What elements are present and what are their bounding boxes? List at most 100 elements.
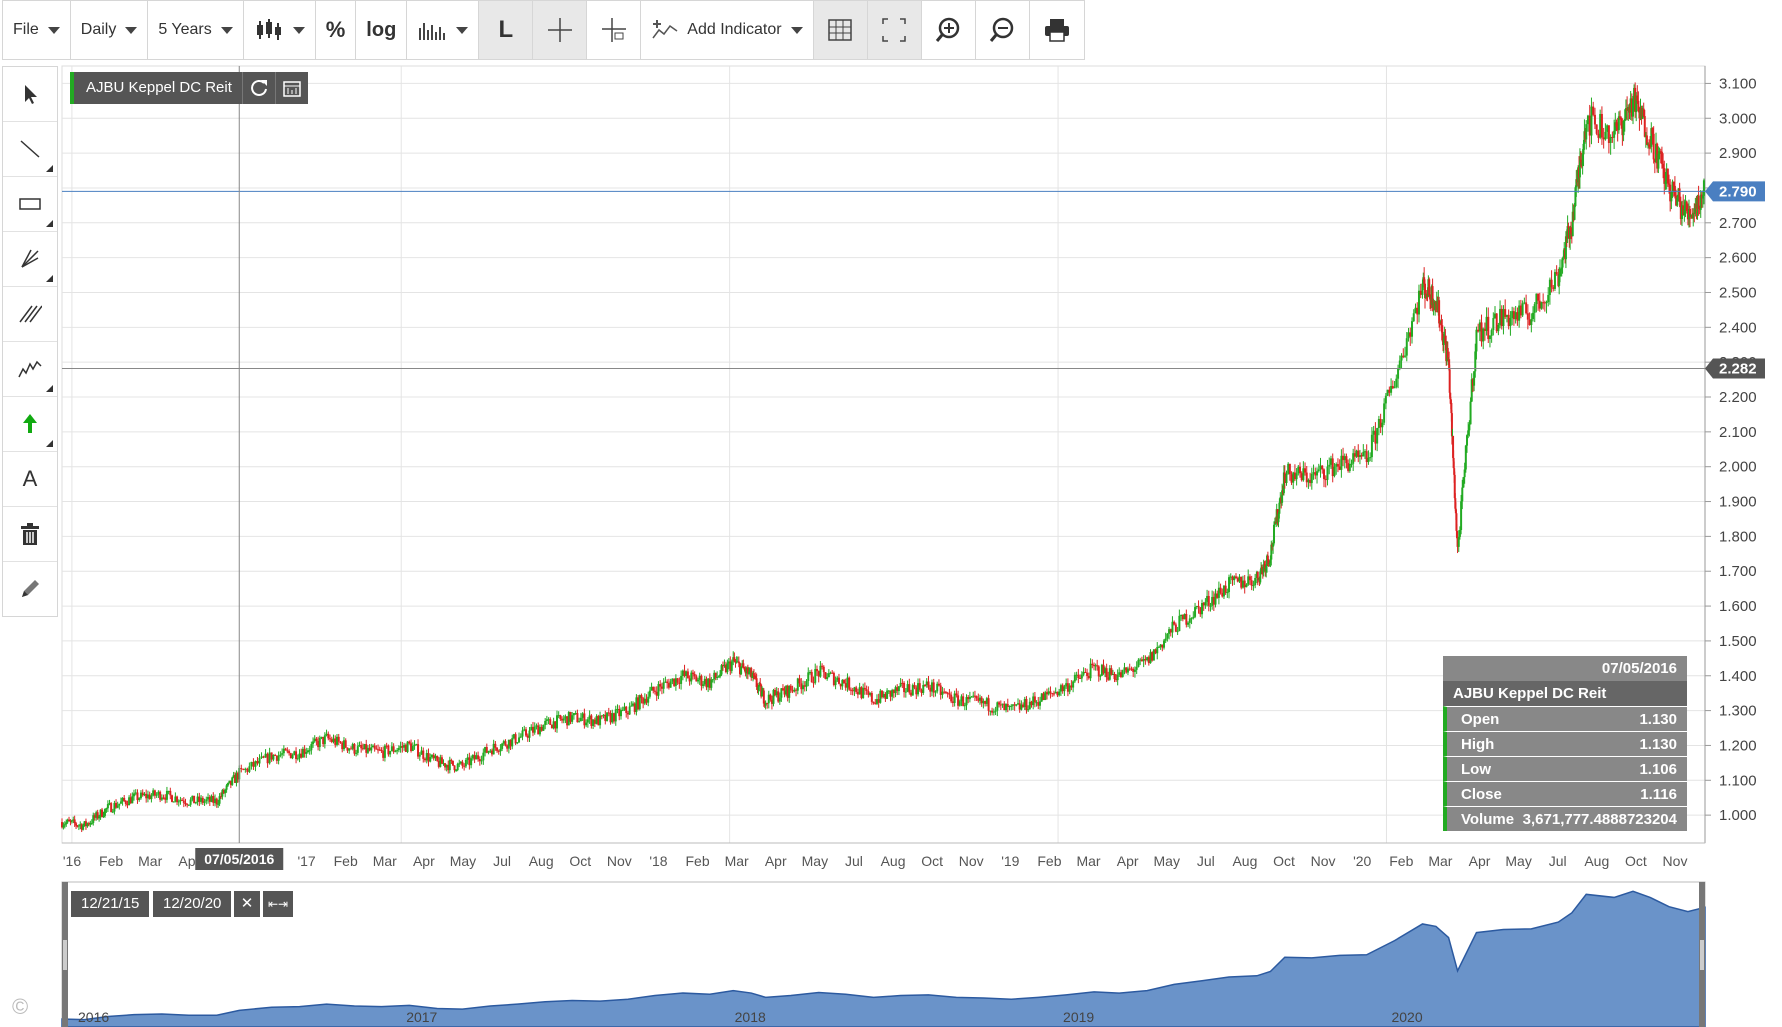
- grid-toggle-button[interactable]: [813, 1, 868, 59]
- candle-body: [550, 724, 553, 729]
- pattern-tool[interactable]: [3, 342, 57, 397]
- candle-body: [1548, 279, 1551, 296]
- candle-body: [941, 691, 944, 695]
- candle-body: [903, 682, 906, 693]
- candle-body: [236, 773, 239, 780]
- candle-body: [667, 683, 670, 688]
- candle-body: [396, 750, 399, 752]
- trendline-tool[interactable]: [3, 122, 57, 177]
- candle-body: [98, 816, 101, 819]
- info-label: Open: [1461, 711, 1500, 728]
- interval-dropdown[interactable]: Daily: [71, 1, 149, 59]
- candle-body: [295, 751, 298, 759]
- volume-dropdown[interactable]: [407, 1, 480, 59]
- candle-body: [1305, 472, 1308, 483]
- candle-body: [1448, 369, 1451, 393]
- zoom-out-button[interactable]: [976, 1, 1030, 59]
- candle-body: [1277, 513, 1280, 523]
- candle-body: [1434, 301, 1437, 310]
- x-tick-label: Jul: [1197, 853, 1215, 869]
- info-series-name: AJBU Keppel DC Reit: [1443, 681, 1687, 706]
- range-end-date[interactable]: 12/20/20: [153, 891, 232, 917]
- reset-range-button[interactable]: ✕: [234, 891, 260, 917]
- candle-body: [1287, 463, 1290, 474]
- edit-drawings-tool[interactable]: [3, 562, 57, 616]
- chart-toolbar: File Daily 5 Years % log L Add Indicator: [2, 0, 1085, 60]
- candle-body: [264, 753, 267, 758]
- candle-body: [927, 681, 930, 688]
- candle-body: [1457, 536, 1460, 547]
- candle-body: [727, 661, 730, 664]
- candle-body: [944, 691, 947, 693]
- candle-body: [1542, 302, 1545, 304]
- file-menu-button[interactable]: File: [3, 1, 71, 59]
- add-indicator-label: Add Indicator: [687, 21, 782, 38]
- zoom-in-button[interactable]: [922, 1, 976, 59]
- range-start-date[interactable]: 12/21/15: [71, 891, 150, 917]
- candle-body: [256, 760, 259, 764]
- candle-body: [79, 824, 82, 826]
- series-settings-button[interactable]: [274, 72, 308, 104]
- candle-body: [630, 705, 633, 707]
- up-arrow-icon: [23, 414, 37, 433]
- range-dropdown[interactable]: 5 Years: [148, 1, 244, 59]
- candle-body: [552, 721, 555, 729]
- crosshair-button[interactable]: [533, 1, 588, 59]
- candle-body: [1683, 208, 1686, 216]
- candle-body: [134, 792, 137, 794]
- line-tool-button[interactable]: L: [479, 1, 534, 59]
- percent-button[interactable]: %: [316, 1, 357, 59]
- add-indicator-button[interactable]: Add Indicator: [641, 1, 814, 59]
- arrow-marker-tool[interactable]: [3, 397, 57, 452]
- fullscreen-button[interactable]: [867, 1, 922, 59]
- rectangle-tool[interactable]: [3, 177, 57, 232]
- candle-body: [619, 710, 622, 717]
- candle-body: [1590, 106, 1593, 136]
- candle-body: [742, 663, 745, 669]
- log-button[interactable]: log: [356, 1, 408, 59]
- candle-body: [1700, 194, 1703, 199]
- candle-body: [1374, 430, 1377, 444]
- candle-body: [1469, 401, 1472, 425]
- candle-body: [1338, 466, 1341, 470]
- candle-body: [744, 669, 747, 674]
- candle-body: [810, 672, 813, 683]
- candle-body: [318, 737, 321, 748]
- refresh-button[interactable]: [241, 72, 275, 104]
- info-label: High: [1461, 736, 1495, 753]
- candle-body: [920, 689, 923, 693]
- candle-body: [1079, 677, 1082, 679]
- candle-body: [116, 805, 119, 808]
- volume-bars-icon: [419, 23, 446, 40]
- pitchfork-tool[interactable]: [3, 232, 57, 287]
- candle-body: [1512, 311, 1515, 320]
- crosshair-label-button[interactable]: [587, 1, 642, 59]
- x-tick-label: Aug: [1232, 853, 1257, 869]
- x-tick-label: Aug: [529, 853, 554, 869]
- candle-body: [1530, 318, 1533, 326]
- chart-type-dropdown[interactable]: [244, 1, 316, 59]
- pan-range-button[interactable]: ⇤⇥: [263, 891, 293, 917]
- candle-body: [317, 741, 320, 748]
- select-tool[interactable]: [3, 67, 57, 122]
- candle-body: [1265, 565, 1268, 572]
- candle-body: [1360, 455, 1363, 457]
- candle-body: [1262, 564, 1265, 573]
- range-navigator[interactable]: 2016 2017 2018 2019 2020: [61, 881, 1706, 1027]
- candle-body: [1442, 337, 1445, 346]
- candle-body: [157, 791, 160, 795]
- text-tool[interactable]: A: [3, 452, 57, 507]
- candle-body: [1429, 294, 1432, 300]
- candle-body: [583, 713, 586, 726]
- chevron-down-icon: [220, 26, 233, 34]
- candle-body: [1314, 472, 1317, 476]
- parallel-lines-tool[interactable]: [3, 287, 57, 342]
- calendar-chart-icon: [283, 81, 301, 97]
- candle-body: [1651, 128, 1654, 134]
- candle-body: [785, 685, 788, 695]
- candle-body: [1505, 314, 1508, 317]
- print-button[interactable]: [1030, 1, 1084, 59]
- candle-body: [1149, 652, 1152, 664]
- delete-drawings-tool[interactable]: [3, 507, 57, 562]
